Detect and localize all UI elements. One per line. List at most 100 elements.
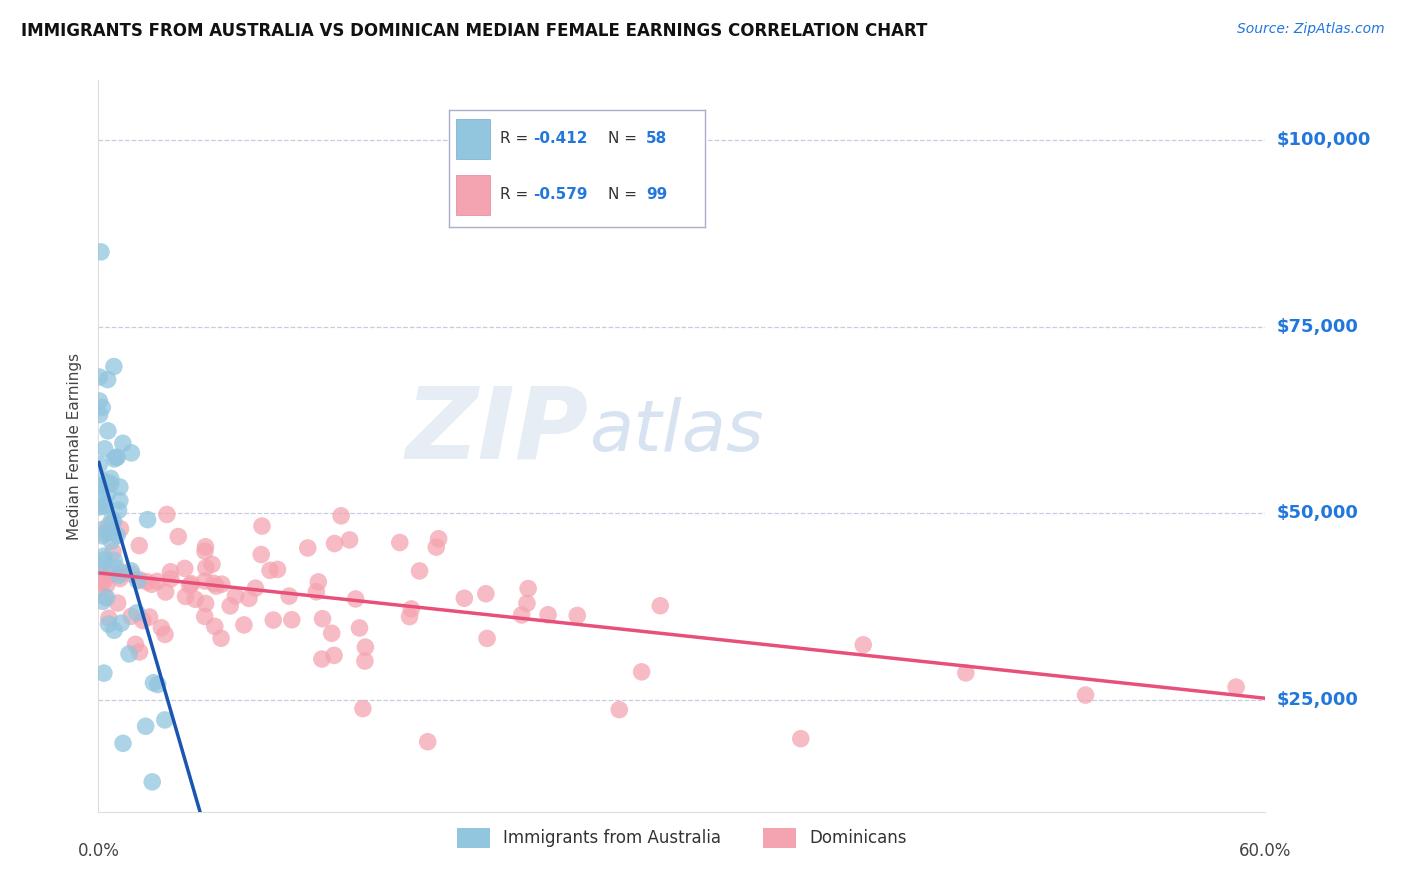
Text: $100,000: $100,000 xyxy=(1277,131,1371,149)
Point xyxy=(90,244,112,259)
Point xyxy=(194,609,217,624)
Point xyxy=(259,563,281,577)
Point xyxy=(89,560,111,574)
Point xyxy=(96,486,118,500)
Point xyxy=(311,612,333,626)
Point xyxy=(567,608,589,623)
Point xyxy=(250,519,273,533)
Point xyxy=(427,532,450,546)
Point xyxy=(311,652,333,666)
Point xyxy=(630,665,652,679)
Point xyxy=(103,452,125,467)
Point xyxy=(159,565,181,579)
Point xyxy=(204,619,226,633)
Point xyxy=(401,602,423,616)
Point xyxy=(93,553,115,567)
Point xyxy=(97,518,120,533)
Point xyxy=(224,589,246,603)
Point xyxy=(136,574,159,589)
Point xyxy=(408,564,430,578)
Point xyxy=(194,540,217,554)
Point xyxy=(89,370,111,384)
Point xyxy=(89,408,111,422)
Point xyxy=(155,585,177,599)
Point xyxy=(202,576,225,591)
Point xyxy=(146,574,169,589)
Point xyxy=(101,544,124,558)
Point xyxy=(111,436,134,450)
Point xyxy=(211,577,233,591)
Point xyxy=(105,561,128,575)
Point xyxy=(97,373,120,387)
Point xyxy=(1074,688,1097,702)
Point xyxy=(153,627,176,641)
Point xyxy=(398,609,420,624)
Point xyxy=(110,522,132,536)
Point xyxy=(250,548,273,562)
Point xyxy=(453,591,475,606)
Point xyxy=(89,500,111,514)
Point xyxy=(184,592,207,607)
Point xyxy=(120,446,142,460)
Point xyxy=(262,613,284,627)
Point xyxy=(91,401,114,415)
Point xyxy=(141,577,163,591)
Point xyxy=(118,647,141,661)
Point xyxy=(93,590,115,604)
Point xyxy=(194,596,217,610)
Point xyxy=(93,474,115,488)
Point xyxy=(120,564,142,578)
Point xyxy=(110,566,132,580)
Point xyxy=(108,568,131,582)
Point xyxy=(91,529,114,543)
Point xyxy=(510,607,533,622)
Point xyxy=(305,584,328,599)
Text: ZIP: ZIP xyxy=(405,383,589,480)
Point xyxy=(107,503,129,517)
Point xyxy=(124,637,146,651)
Point xyxy=(98,525,121,540)
Text: 0.0%: 0.0% xyxy=(77,842,120,860)
Point xyxy=(100,534,122,549)
Point xyxy=(93,666,115,681)
Point xyxy=(180,576,202,591)
Point xyxy=(344,591,367,606)
Point xyxy=(103,514,125,528)
Point xyxy=(194,574,217,588)
Point xyxy=(141,775,163,789)
Point xyxy=(97,424,120,438)
Point xyxy=(90,576,112,591)
Point xyxy=(107,596,129,610)
Point xyxy=(105,528,128,542)
Point xyxy=(238,591,260,606)
Point xyxy=(475,587,498,601)
Point xyxy=(955,665,977,680)
Point xyxy=(209,632,232,646)
Point xyxy=(90,479,112,493)
Point xyxy=(194,544,217,558)
Point xyxy=(146,677,169,691)
Point xyxy=(142,675,165,690)
Y-axis label: Median Female Earnings: Median Female Earnings xyxy=(67,352,83,540)
Point xyxy=(266,562,288,576)
Point xyxy=(323,648,346,663)
Point xyxy=(93,500,115,514)
Point xyxy=(516,596,538,610)
Point xyxy=(174,590,197,604)
Point xyxy=(307,574,329,589)
Point xyxy=(98,567,121,582)
Point xyxy=(232,618,254,632)
Point xyxy=(339,533,361,547)
Point xyxy=(205,579,228,593)
Point xyxy=(101,512,124,526)
Point xyxy=(91,523,114,537)
Point xyxy=(100,471,122,485)
Point xyxy=(1225,680,1247,694)
Point xyxy=(125,606,148,620)
Point xyxy=(219,599,242,613)
Text: atlas: atlas xyxy=(589,397,763,466)
Point xyxy=(278,589,301,603)
Point xyxy=(103,553,125,567)
Point xyxy=(156,508,179,522)
Point xyxy=(245,581,267,595)
